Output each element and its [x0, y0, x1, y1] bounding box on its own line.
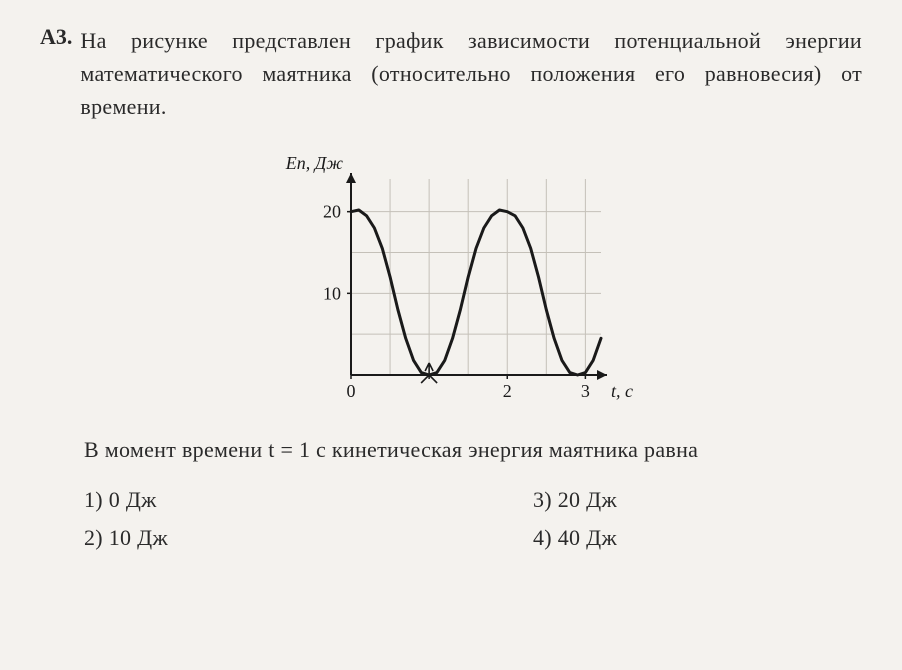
problem-number: А3. — [40, 24, 72, 50]
svg-text:3: 3 — [581, 381, 590, 401]
svg-text:0: 0 — [347, 381, 356, 401]
svg-text:Eп, Дж: Eп, Дж — [285, 153, 343, 173]
answer-option-3: 3) 20 Дж — [533, 487, 862, 513]
answer-number: 4) — [533, 525, 552, 550]
answer-text: 0 Дж — [109, 487, 157, 512]
svg-text:20: 20 — [323, 202, 341, 222]
answer-number: 2) — [84, 525, 103, 550]
svg-text:10: 10 — [323, 283, 341, 303]
chart-container: 10 20 0 2 3 Eп, Дж t, с — [40, 131, 862, 433]
answer-text: 40 Дж — [558, 525, 617, 550]
question-text: В момент времени t = 1 с кинетическая эн… — [84, 433, 862, 467]
answers-grid: 1) 0 Дж 3) 20 Дж 2) 10 Дж 4) 40 Дж — [84, 487, 862, 551]
answer-text: 10 Дж — [109, 525, 168, 550]
answer-option-2: 2) 10 Дж — [84, 525, 413, 551]
answer-number: 3) — [533, 487, 552, 512]
answer-option-4: 4) 40 Дж — [533, 525, 862, 551]
problem-text: На рисунке представлен график зависимост… — [80, 24, 862, 123]
svg-text:2: 2 — [503, 381, 512, 401]
answer-text: 20 Дж — [558, 487, 617, 512]
svg-text:t, с: t, с — [611, 381, 633, 401]
energy-time-chart: 10 20 0 2 3 Eп, Дж t, с — [261, 149, 641, 409]
answer-number: 1) — [84, 487, 103, 512]
problem-header: А3. На рисунке представлен график зависи… — [40, 24, 862, 123]
answer-option-1: 1) 0 Дж — [84, 487, 413, 513]
